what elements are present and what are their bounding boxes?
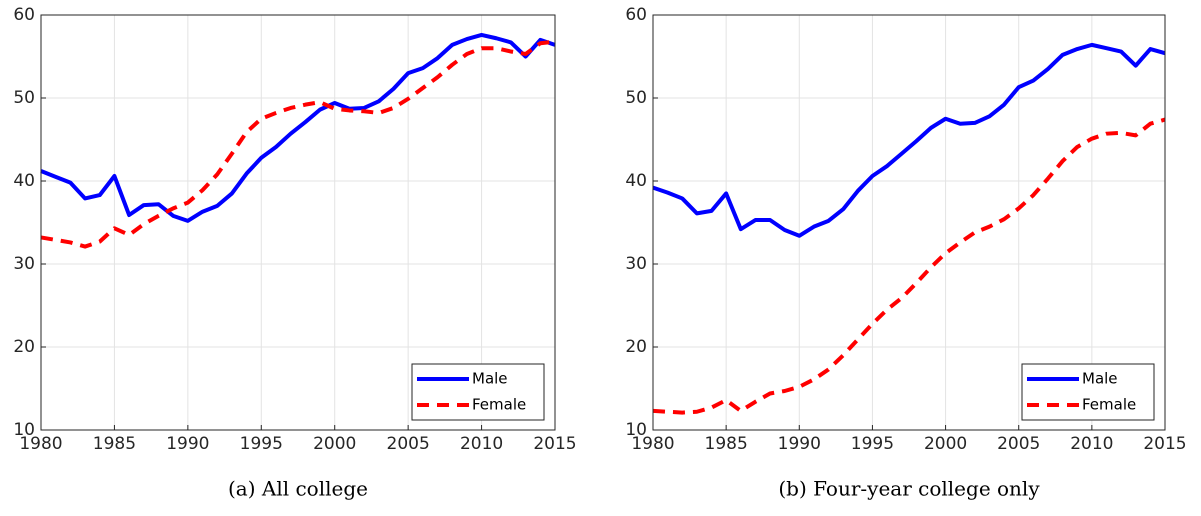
x-tick-label: 1990 bbox=[166, 434, 209, 454]
y-tick-label: 40 bbox=[13, 171, 35, 191]
x-tick-label: 1980 bbox=[631, 434, 674, 454]
legend-label: Female bbox=[472, 396, 526, 414]
x-tick-label: 2015 bbox=[1143, 434, 1186, 454]
caption: (a) All college bbox=[228, 477, 368, 501]
y-tick-label: 30 bbox=[13, 254, 35, 274]
y-tick-label: 50 bbox=[13, 88, 35, 108]
y-tick-label: 40 bbox=[625, 171, 647, 191]
legend-box bbox=[411, 363, 545, 421]
x-tick-label: 1990 bbox=[778, 434, 821, 454]
caption: (b) Four-year college only bbox=[778, 477, 1040, 501]
y-tick-label: 10 bbox=[13, 420, 35, 440]
x-tick-label: 1985 bbox=[705, 434, 748, 454]
series-line bbox=[652, 42, 1166, 238]
legend-label: Male bbox=[1082, 370, 1118, 388]
series-line bbox=[40, 39, 556, 249]
y-tick-label: 10 bbox=[625, 420, 647, 440]
x-tick-label: 1985 bbox=[93, 434, 136, 454]
legend-label: Female bbox=[1082, 396, 1136, 414]
x-tick-label: 2000 bbox=[313, 434, 356, 454]
y-tick-label: 20 bbox=[13, 337, 35, 357]
x-tick-label: 2000 bbox=[924, 434, 967, 454]
axes-box bbox=[652, 14, 1166, 431]
series-line bbox=[40, 32, 556, 223]
x-tick-label: 2005 bbox=[997, 434, 1040, 454]
legend-label: Male bbox=[472, 370, 508, 388]
x-tick-label: 1995 bbox=[851, 434, 894, 454]
x-tick-label: 2005 bbox=[387, 434, 430, 454]
series-line bbox=[652, 117, 1166, 415]
y-tick-label: 50 bbox=[625, 88, 647, 108]
y-tick-label: 60 bbox=[13, 5, 35, 25]
y-tick-label: 60 bbox=[625, 5, 647, 25]
axes-box bbox=[40, 14, 556, 431]
y-tick-label: 20 bbox=[625, 337, 647, 357]
x-tick-label: 1995 bbox=[240, 434, 283, 454]
plot-area bbox=[41, 15, 555, 430]
x-tick-label: 1980 bbox=[19, 434, 62, 454]
x-tick-label: 2015 bbox=[533, 434, 576, 454]
y-tick-label: 30 bbox=[625, 254, 647, 274]
x-tick-label: 2010 bbox=[1070, 434, 1113, 454]
x-tick-label: 2010 bbox=[460, 434, 503, 454]
legend-box bbox=[1021, 363, 1155, 421]
